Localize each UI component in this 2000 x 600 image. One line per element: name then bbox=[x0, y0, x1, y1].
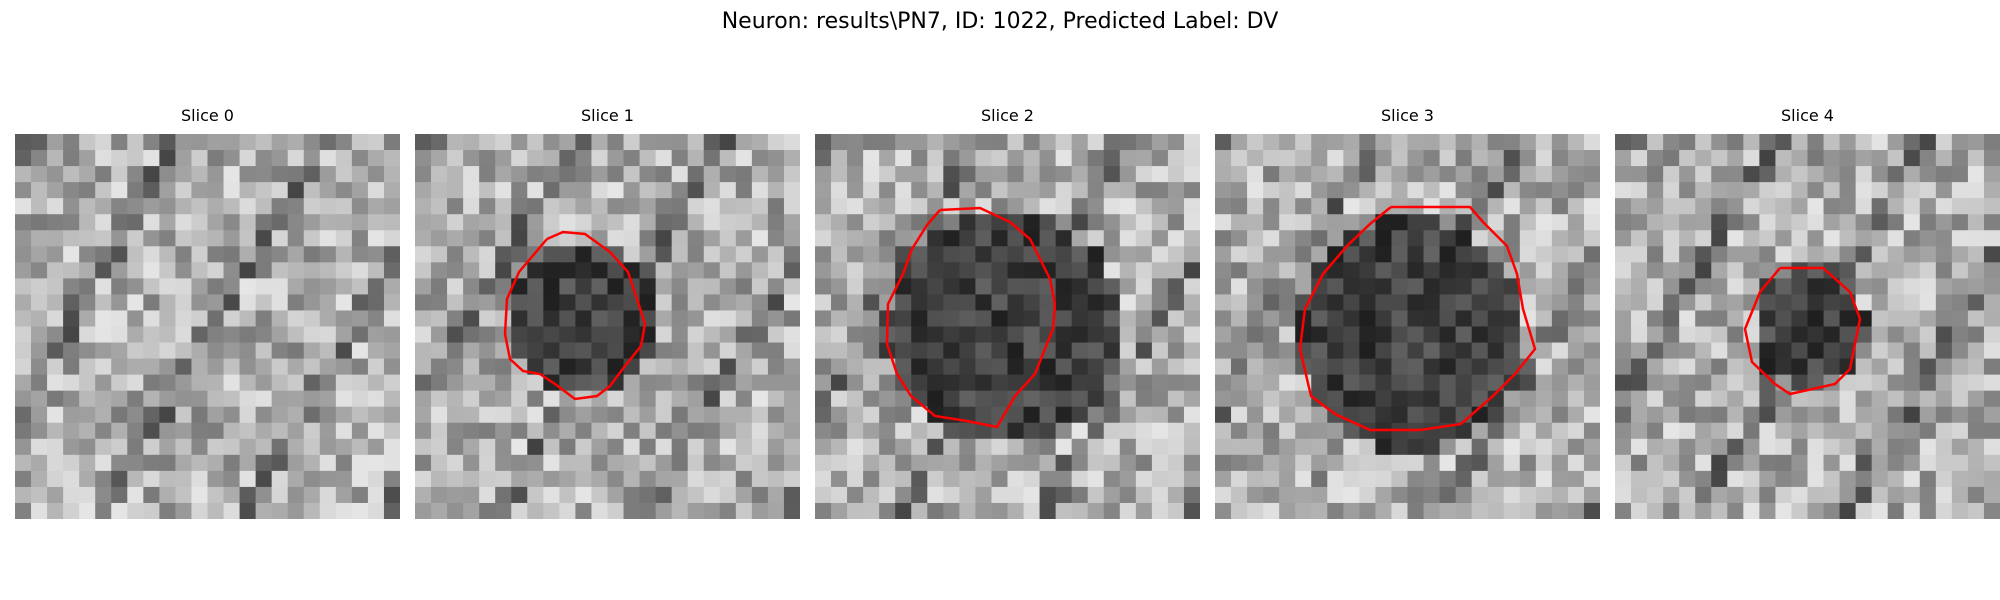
slice-panel-4: Slice 4 bbox=[1615, 106, 2000, 519]
figure-title: Neuron: results\PN7, ID: 1022, Predicted… bbox=[721, 9, 1279, 34]
slice-panel-2: Slice 2 bbox=[815, 106, 1200, 519]
slice-title: Slice 4 bbox=[1781, 106, 1834, 125]
slice-panel-1: Slice 1 bbox=[415, 106, 800, 519]
slice-title: Slice 0 bbox=[181, 106, 234, 125]
contour-outline bbox=[503, 230, 647, 401]
contour-outline bbox=[885, 206, 1057, 429]
slice-image bbox=[1615, 134, 2000, 519]
slice-image bbox=[1215, 134, 1600, 519]
slice-title: Slice 3 bbox=[1381, 106, 1434, 125]
contour-outline bbox=[1743, 266, 1862, 396]
slice-title: Slice 1 bbox=[581, 106, 634, 125]
slice-panel-3: Slice 3 bbox=[1215, 106, 1600, 519]
slice-image bbox=[15, 134, 400, 519]
slice-title: Slice 2 bbox=[981, 106, 1034, 125]
contour-outline bbox=[1298, 205, 1537, 432]
slice-image bbox=[815, 134, 1200, 519]
slice-panel-0: Slice 0 bbox=[15, 106, 400, 519]
slice-image bbox=[415, 134, 800, 519]
